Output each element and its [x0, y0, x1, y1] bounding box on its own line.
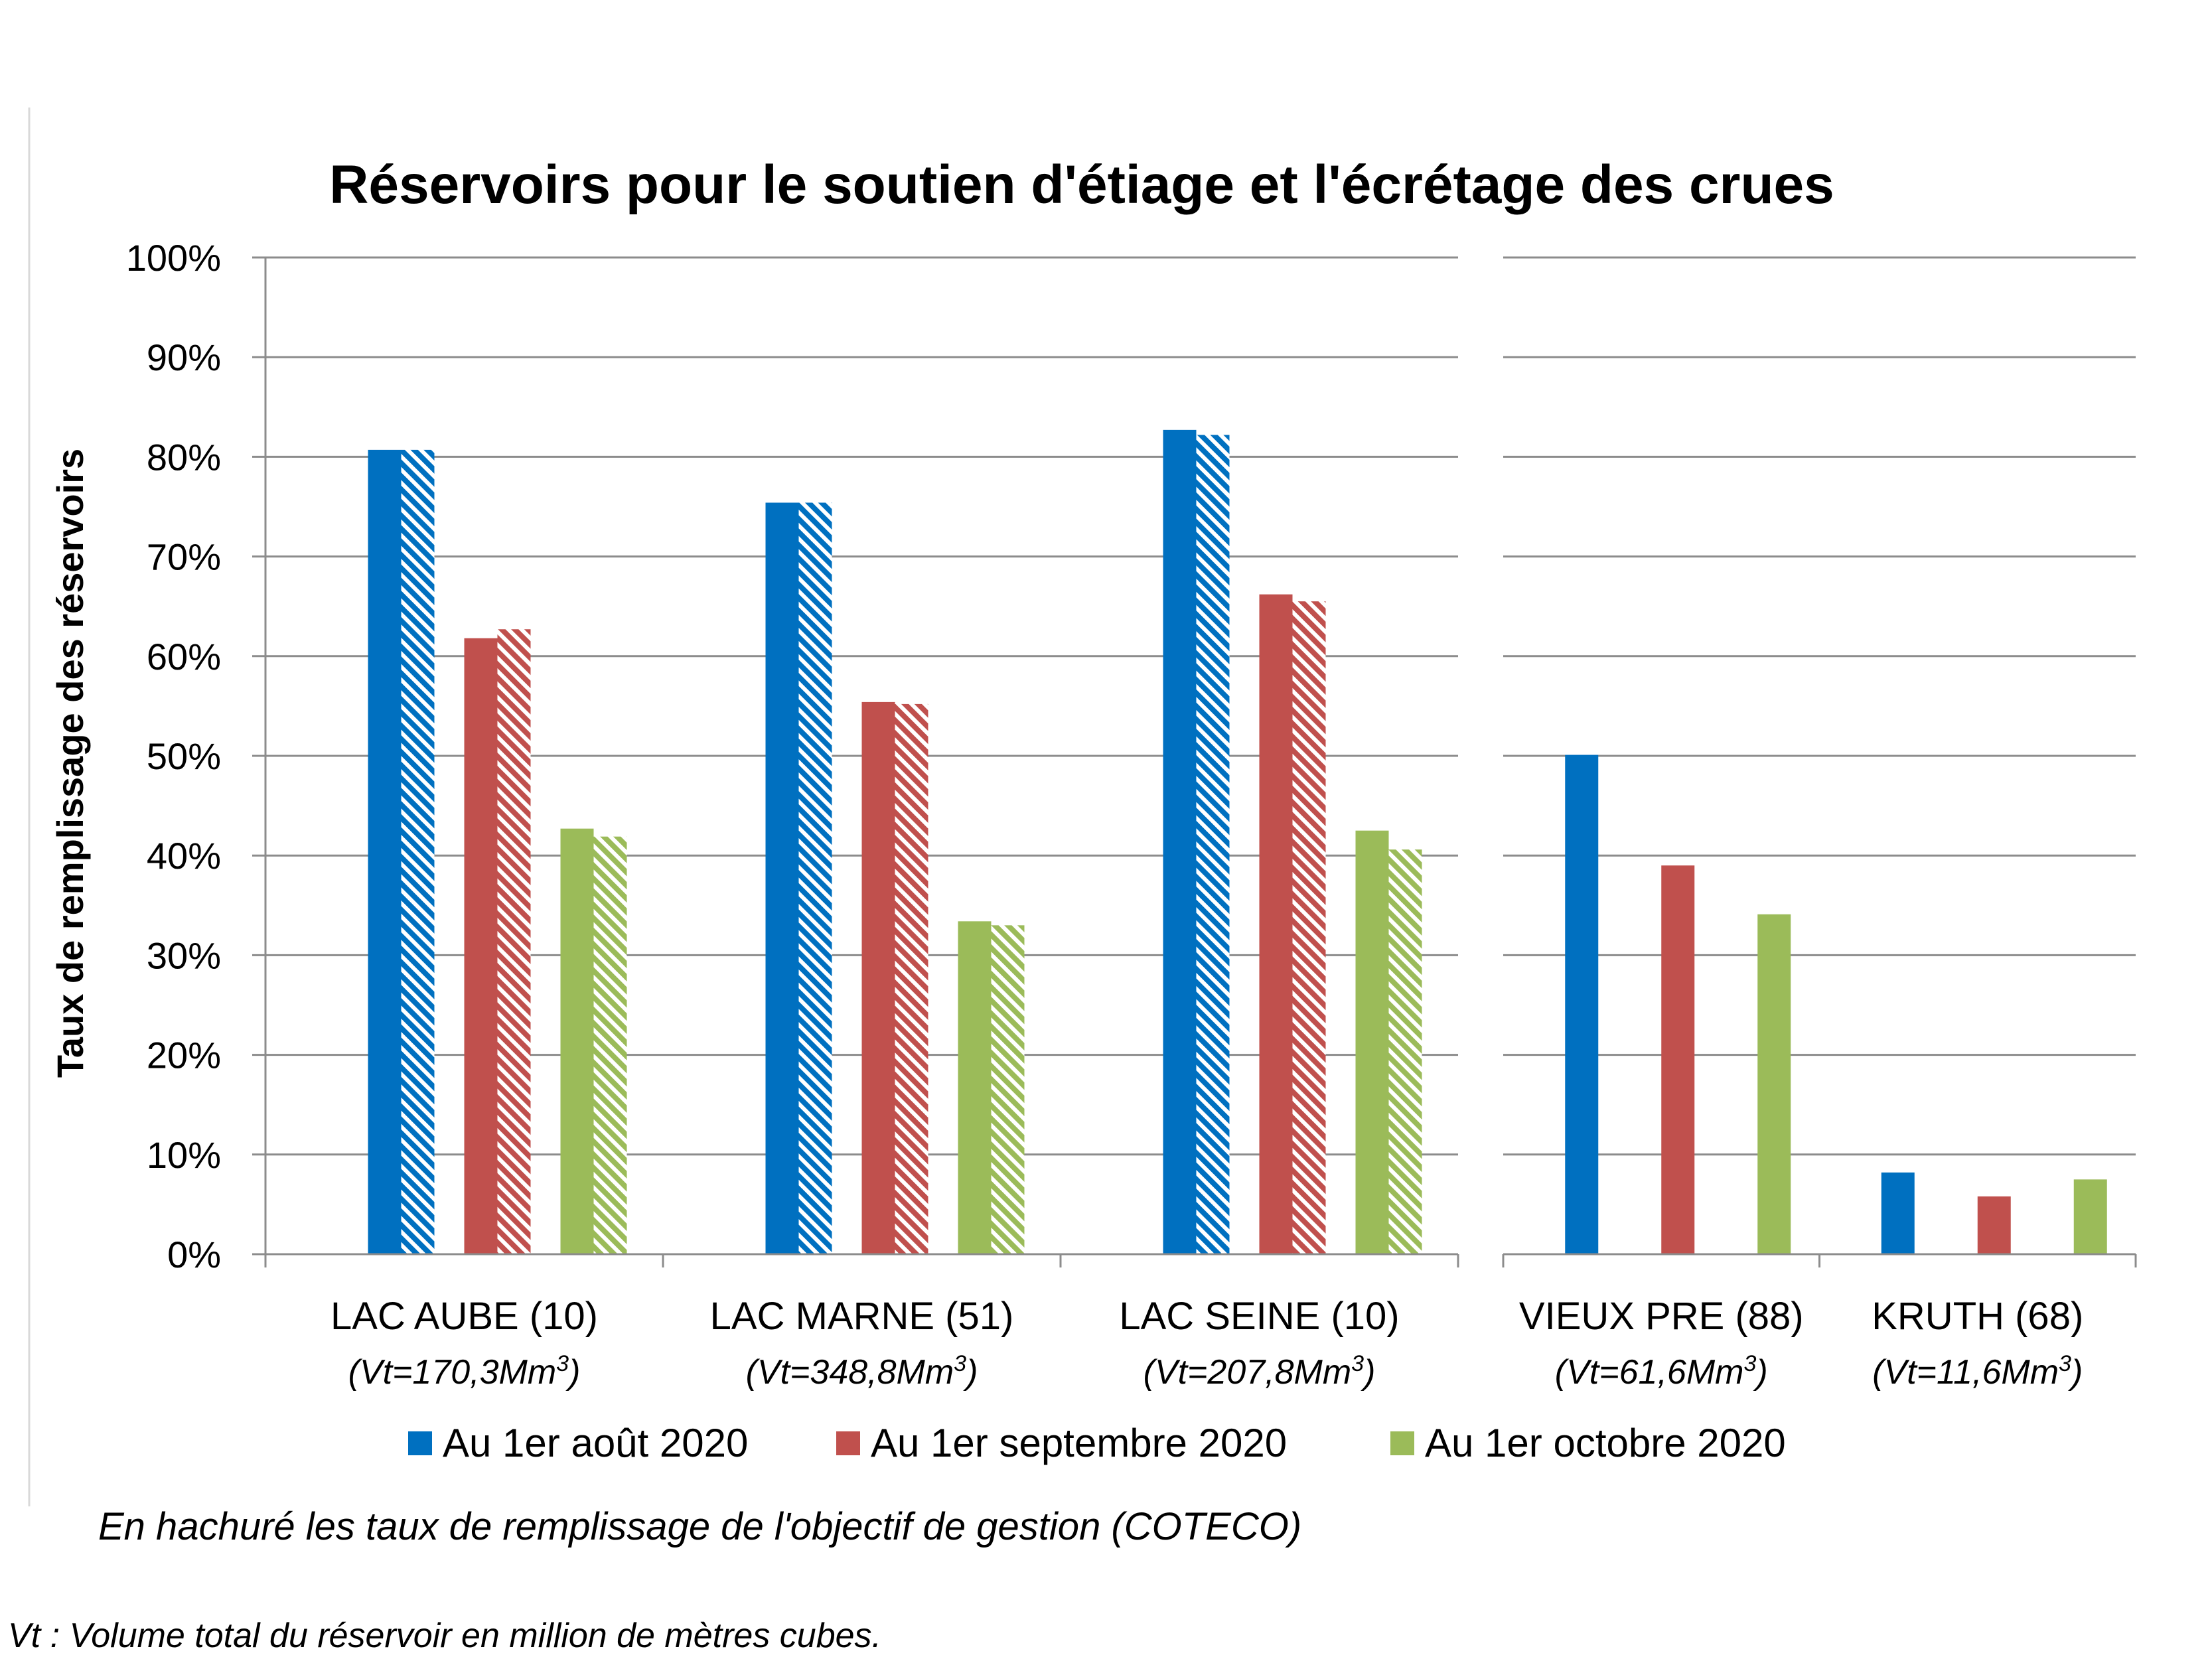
- bar: [2073, 1179, 2107, 1254]
- objective-bar: [1292, 601, 1326, 1254]
- bar: [861, 701, 895, 1254]
- category-volume: (Vt=348,8Mm3): [746, 1351, 978, 1392]
- y-tick-label: 0%: [167, 1234, 221, 1275]
- chart-title: Réservoirs pour le soutien d'étiage et l…: [329, 155, 1834, 215]
- hatch-note: En hachuré les taux de remplissage de l'…: [98, 1505, 1301, 1548]
- x-axis: [264, 257, 2137, 1267]
- objective-bar: [593, 836, 627, 1254]
- objective-bar: [1388, 849, 1422, 1254]
- bar: [1259, 594, 1293, 1254]
- objective-bar: [895, 703, 928, 1254]
- legend-swatch: [836, 1431, 860, 1455]
- category-volume: (Vt=207,8Mm3): [1143, 1351, 1376, 1392]
- y-axis-ticks: 0% 10% 20% 30% 40% 50% 60% 70% 80% 90% 100%: [126, 237, 265, 1275]
- bar: [1163, 429, 1197, 1255]
- category-label: LAC MARNE (51): [710, 1295, 1014, 1338]
- legend-label: Au 1er septembre 2020: [871, 1421, 1287, 1465]
- legend-item: Au 1er août 2020: [408, 1421, 748, 1465]
- legend-swatch: [408, 1431, 432, 1455]
- x-axis-categories: LAC AUBE (10) (Vt=170,3Mm3) LAC MARNE (51)…: [331, 1295, 2083, 1392]
- category-volume: (Vt=61,6Mm3): [1555, 1351, 1768, 1392]
- y-tick-label: 100%: [126, 237, 221, 279]
- bar: [1881, 1172, 1915, 1254]
- category-label: VIEUX PRE (88): [1519, 1295, 1804, 1338]
- legend-label: Au 1er août 2020: [443, 1421, 748, 1465]
- legend-item: Au 1er septembre 2020: [836, 1421, 1287, 1465]
- bar: [1977, 1196, 2011, 1254]
- category-label: KRUTH (68): [1872, 1295, 2083, 1338]
- bar: [1565, 755, 1599, 1254]
- bar: [464, 638, 498, 1254]
- y-tick-label: 10%: [147, 1134, 221, 1176]
- legend-label: Au 1er octobre 2020: [1425, 1421, 1786, 1465]
- y-tick-label: 50%: [147, 735, 221, 777]
- footnote: Vt : Volume total du réservoir en millio…: [8, 1617, 881, 1655]
- bar: [1757, 914, 1791, 1254]
- objective-bar: [497, 629, 531, 1254]
- bars: [368, 429, 2107, 1255]
- y-tick-label: 60%: [147, 636, 221, 678]
- y-tick-label: 70%: [147, 536, 221, 578]
- bar: [1661, 865, 1695, 1254]
- objective-bar: [991, 925, 1025, 1254]
- y-tick-label: 90%: [147, 336, 221, 378]
- legend-item: Au 1er octobre 2020: [1390, 1421, 1786, 1465]
- objective-bar: [1196, 435, 1230, 1255]
- y-tick-label: 80%: [147, 436, 221, 478]
- category-label: LAC AUBE (10): [331, 1295, 598, 1338]
- y-tick-label: 40%: [147, 835, 221, 877]
- legend: Au 1er août 2020 Au 1er septembre 2020 Au …: [408, 1421, 1786, 1465]
- category-label: LAC SEINE (10): [1119, 1295, 1399, 1338]
- bar: [765, 502, 799, 1255]
- legend-swatch: [1390, 1431, 1414, 1455]
- bar: [958, 921, 992, 1254]
- bar: [560, 828, 594, 1254]
- objective-bar: [798, 502, 832, 1255]
- bar: [368, 449, 402, 1254]
- y-tick-label: 30%: [147, 934, 221, 976]
- category-volume: (Vt=11,6Mm3): [1872, 1351, 2083, 1392]
- y-axis-label: Taux de remplissage des réservoirs: [49, 449, 91, 1078]
- y-tick-label: 20%: [147, 1035, 221, 1076]
- bar: [1355, 830, 1389, 1254]
- objective-bar: [401, 449, 435, 1254]
- category-volume: (Vt=170,3Mm3): [348, 1351, 581, 1392]
